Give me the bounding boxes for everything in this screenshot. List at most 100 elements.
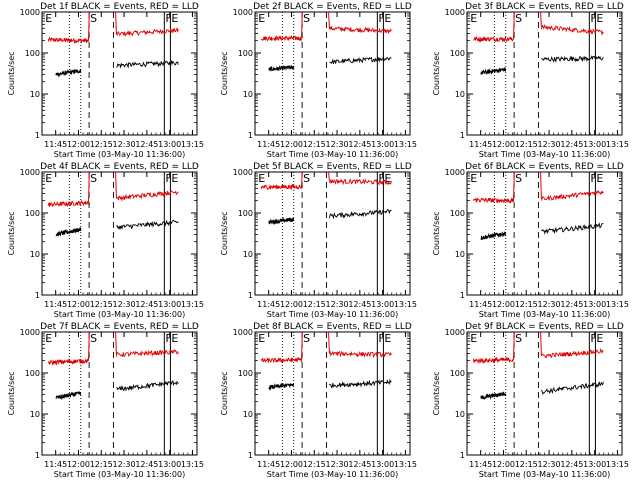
x-tick-label: 12:45 — [560, 140, 583, 149]
x-tick-label: 12:45 — [348, 460, 371, 469]
event-marker: E — [258, 172, 265, 185]
lld-series-line — [115, 26, 179, 37]
panel-7: Det 7f BLACK = Events, RED = LLD 1 10 100 10… — [7, 322, 204, 479]
y-tick-label: 1 — [35, 291, 40, 300]
events-series-line — [268, 65, 295, 72]
x-tick-label: 12:00 — [492, 140, 515, 149]
x-tick-label: 12:30 — [538, 300, 561, 309]
y-tick-label: 100 — [25, 369, 40, 378]
event-marker: F — [590, 172, 596, 185]
x-axis-label: Start Time (03-May-10 11:36:00) — [479, 310, 610, 319]
y-tick-label: 10 — [455, 90, 465, 99]
event-marker: E — [45, 172, 52, 185]
event-marker: E — [45, 12, 52, 25]
y-tick-label: 100 — [25, 49, 40, 58]
x-tick-label: 12:15 — [90, 300, 113, 309]
x-tick-label: 11:45 — [257, 300, 280, 309]
lld-series-line — [328, 26, 392, 35]
y-tick-label: 1 — [248, 451, 253, 460]
x-tick-label: 12:00 — [492, 460, 515, 469]
events-series-line — [480, 231, 507, 241]
x-tick-label: 12:45 — [560, 460, 583, 469]
x-tick-label: 12:45 — [135, 460, 158, 469]
x-tick-label: 13:00 — [371, 300, 394, 309]
y-tick-label: 100 — [25, 209, 40, 218]
events-series-line — [268, 216, 295, 226]
x-tick-label: 13:15 — [394, 300, 417, 309]
x-tick-label: 12:30 — [113, 300, 136, 309]
plot-frame — [254, 11, 411, 136]
lld-series-line — [472, 196, 514, 204]
x-tick-label: 12:15 — [515, 140, 538, 149]
lld-series-line — [540, 190, 604, 201]
y-tick-label: 10 — [243, 250, 253, 259]
lld-spike-line — [88, 171, 117, 203]
event-marker: E — [470, 172, 477, 185]
panel-1: Det 1f BLACK = Events, RED = LLD 1 10 100 10… — [7, 2, 204, 159]
lld-series-line — [541, 347, 604, 359]
lld-series-line — [261, 35, 302, 42]
event-marker: S — [515, 172, 522, 185]
lld-spike-line — [88, 331, 117, 361]
event-marker: F — [165, 172, 171, 185]
event-marker: E — [45, 332, 52, 345]
y-tick-label: 10 — [30, 250, 40, 259]
x-tick-label: 12:00 — [492, 300, 515, 309]
x-tick-label: 11:45 — [44, 460, 67, 469]
x-tick-label: 12:30 — [538, 460, 561, 469]
panel-9: Det 9f BLACK = Events, RED = LLD 1 10 100 10… — [432, 322, 629, 479]
y-tick-label: 100 — [238, 49, 253, 58]
events-series-line — [329, 378, 392, 389]
panel-3: Det 3f BLACK = Events, RED = LLD 1 10 100 10… — [432, 2, 629, 159]
y-tick-label: 10 — [455, 410, 465, 419]
events-series-line — [55, 391, 82, 401]
x-tick-label: 13:15 — [606, 460, 629, 469]
events-series-line — [480, 391, 507, 400]
x-tick-label: 13:15 — [181, 460, 204, 469]
events-series-line — [55, 227, 82, 237]
events-series-line — [116, 219, 179, 230]
event-marker: E — [596, 12, 603, 25]
y-tick-label: 1000 — [233, 328, 253, 337]
x-tick-label: 12:45 — [348, 300, 371, 309]
event-marker: E — [171, 12, 178, 25]
y-tick-label: 100 — [450, 49, 465, 58]
panel-title: Det 9f BLACK = Events, RED = LLD — [465, 322, 624, 332]
x-tick-label: 13:00 — [583, 460, 606, 469]
events-series-line — [541, 381, 604, 396]
event-marker: S — [90, 172, 97, 185]
x-tick-label: 11:45 — [44, 140, 67, 149]
x-axis-label: Start Time (03-May-10 11:36:00) — [54, 310, 185, 319]
x-tick-label: 11:45 — [469, 460, 492, 469]
y-tick-label: 100 — [450, 209, 465, 218]
panel-4: Det 4f BLACK = Events, RED = LLD 1 10 100 10… — [7, 162, 204, 319]
events-series-line — [541, 222, 604, 235]
event-marker: S — [515, 12, 522, 25]
x-axis-label: Start Time (03-May-10 11:36:00) — [54, 470, 185, 479]
x-tick-label: 13:15 — [394, 140, 417, 149]
lld-series-line — [260, 356, 302, 364]
event-marker: E — [470, 12, 477, 25]
event-marker: E — [258, 332, 265, 345]
x-tick-label: 12:15 — [90, 140, 113, 149]
y-axis-label: Counts/sec — [432, 51, 441, 95]
y-tick-label: 100 — [238, 209, 253, 218]
event-marker: E — [384, 172, 391, 185]
x-axis-label: Start Time (03-May-10 11:36:00) — [479, 150, 610, 159]
x-tick-label: 11:45 — [469, 140, 492, 149]
events-series-line — [116, 380, 179, 392]
y-tick-label: 100 — [450, 369, 465, 378]
lld-series-line — [47, 199, 89, 207]
x-tick-label: 12:45 — [560, 300, 583, 309]
y-tick-label: 10 — [243, 90, 253, 99]
event-marker: S — [90, 332, 97, 345]
event-marker: E — [384, 12, 391, 25]
event-marker: E — [470, 332, 477, 345]
x-tick-label: 13:15 — [394, 460, 417, 469]
panel-5: Det 5f BLACK = Events, RED = LLD 1 10 100 10… — [220, 162, 417, 319]
x-tick-label: 13:00 — [158, 140, 181, 149]
y-tick-label: 1 — [460, 451, 465, 460]
x-tick-label: 12:45 — [135, 140, 158, 149]
events-series-line — [55, 68, 82, 78]
lld-series-line — [260, 183, 302, 191]
